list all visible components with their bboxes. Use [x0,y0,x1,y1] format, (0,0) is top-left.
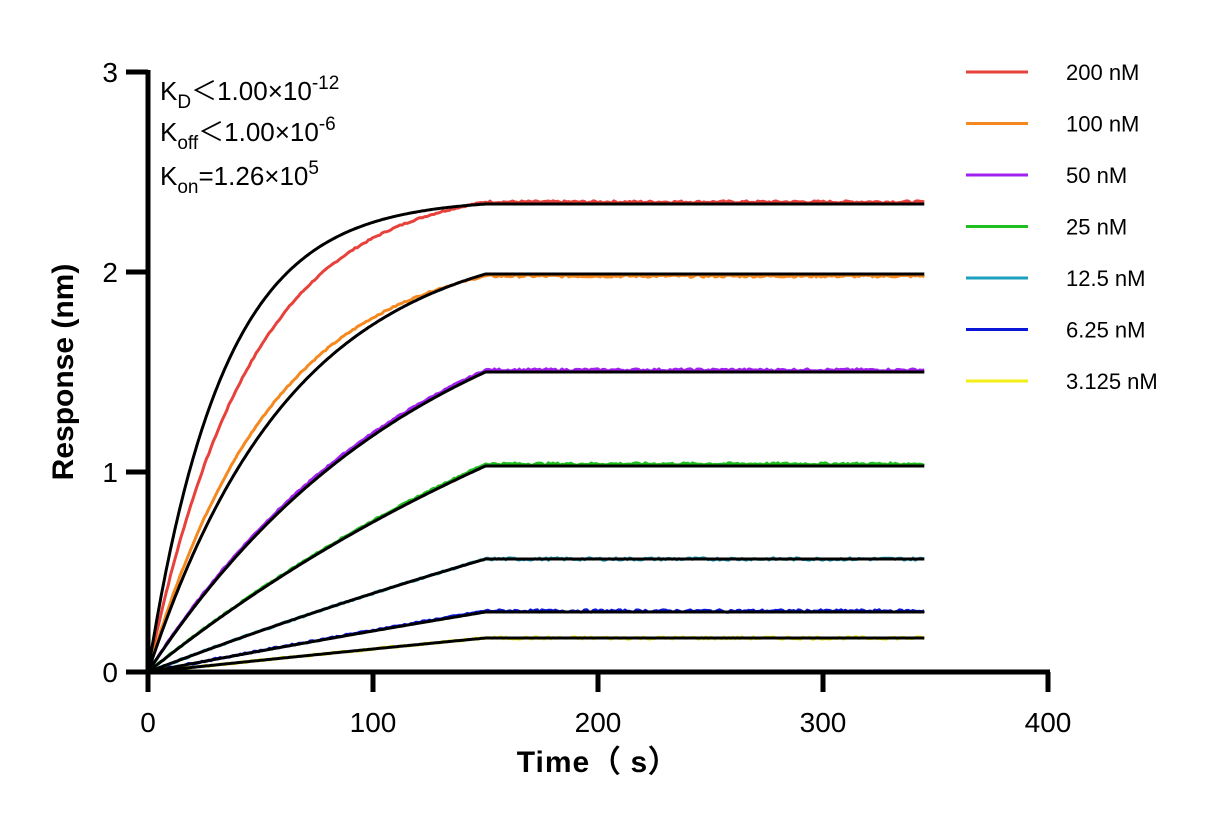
legend-label: 50 nM [1066,163,1127,188]
observed-curve-3-125-nm [147,635,925,674]
observed-curve-6-25-nm [147,608,925,674]
fit-curve-100-nm [146,272,925,673]
observed-curve-200-nm [146,199,925,673]
legend-label: 200 nM [1066,60,1139,85]
kon-annotation: Kon=1.26×105 [160,158,319,198]
x-tick-label: 200 [575,707,622,738]
fit-curve-3-125-nm [147,636,925,674]
ticks: 0 100 200 300 400 0 1 2 3 [102,57,1071,738]
y-tick-label: 0 [102,657,118,688]
legend: 200 nM 100 nM 50 nM 25 nM 12.5 nM 6.25 nM 3.12… [966,60,1158,394]
y-axis-title: Response (nm) [47,264,80,481]
kd-annotation: KD＜1.00×10-12 [160,73,339,113]
observed-curve-12-5-nm [147,556,925,674]
legend-label: 25 nM [1066,215,1127,240]
legend-label: 12.5 nM [1066,266,1146,291]
observed-curve-50-nm [146,367,925,673]
x-tick-label: 400 [1025,707,1072,738]
fit-curves [146,202,925,674]
fit-curve-200-nm [146,202,925,673]
legend-label: 6.25 nM [1066,318,1146,343]
x-tick-label: 300 [800,707,847,738]
y-tick-label: 1 [102,457,118,488]
x-tick-label: 0 [140,707,156,738]
koff-annotation: Koff＜1.00×10-6 [160,114,336,154]
observed-curve-25-nm [147,461,925,674]
observed-curves [146,199,925,674]
fit-curve-6-25-nm [147,610,925,674]
fit-curve-25-nm [147,464,925,674]
x-axis-title: Time（ s） [517,745,680,779]
y-tick-label: 3 [102,57,118,88]
observed-curve-100-nm [146,273,925,673]
fit-curve-50-nm [146,370,925,673]
fit-curve-12-5-nm [147,557,925,674]
legend-label: 3.125 nM [1066,369,1158,394]
x-tick-label: 100 [350,707,397,738]
y-tick-label: 2 [102,257,118,288]
kinetic-constants: KD＜1.00×10-12 Koff＜1.00×10-6 Kon=1.26×10… [160,73,339,198]
legend-label: 100 nM [1066,112,1139,137]
